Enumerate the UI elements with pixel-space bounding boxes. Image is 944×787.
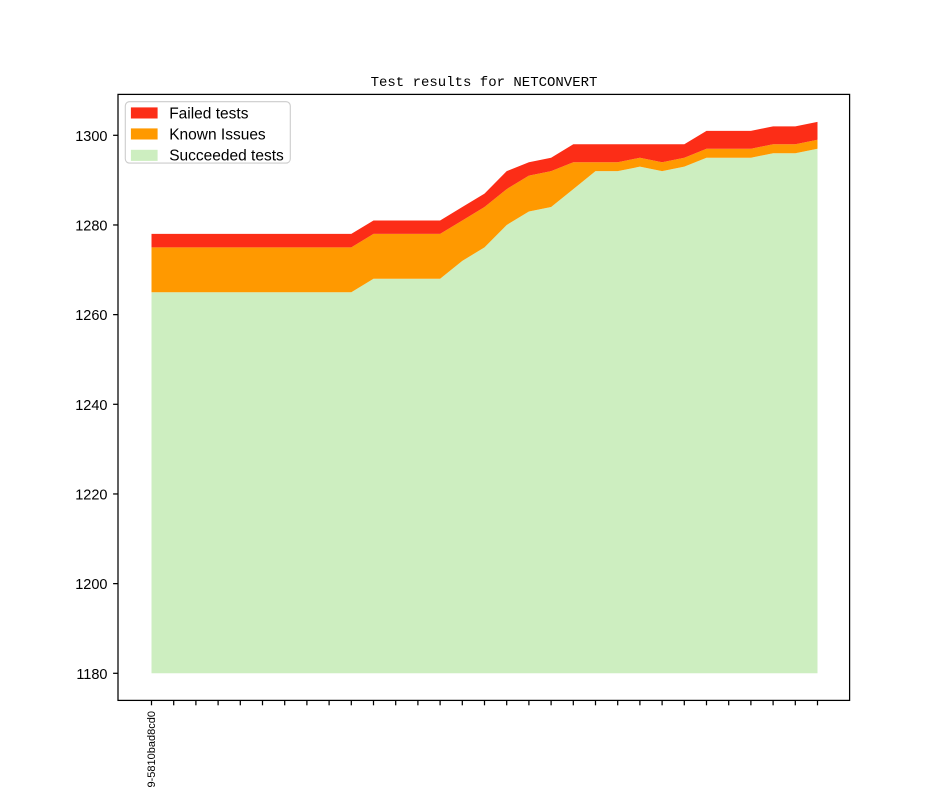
svg-text:1240: 1240 <box>75 398 107 414</box>
svg-text:1180: 1180 <box>76 667 107 683</box>
svg-text:Known Issues: Known Issues <box>169 126 266 143</box>
svg-text:Failed tests: Failed tests <box>169 106 249 123</box>
svg-text:Test results for NETCONVERT: Test results for NETCONVERT <box>371 75 598 91</box>
svg-text:1300: 1300 <box>75 129 107 145</box>
svg-text:1280: 1280 <box>75 219 107 235</box>
svg-text:Succeeded tests: Succeeded tests <box>169 148 284 165</box>
svg-text:1260: 1260 <box>75 308 107 324</box>
svg-text:1200: 1200 <box>75 577 107 593</box>
svg-text:v1_19_0+0679-5810bad8cd0: v1_19_0+0679-5810bad8cd0 <box>146 711 158 787</box>
svg-text:1220: 1220 <box>75 488 107 504</box>
